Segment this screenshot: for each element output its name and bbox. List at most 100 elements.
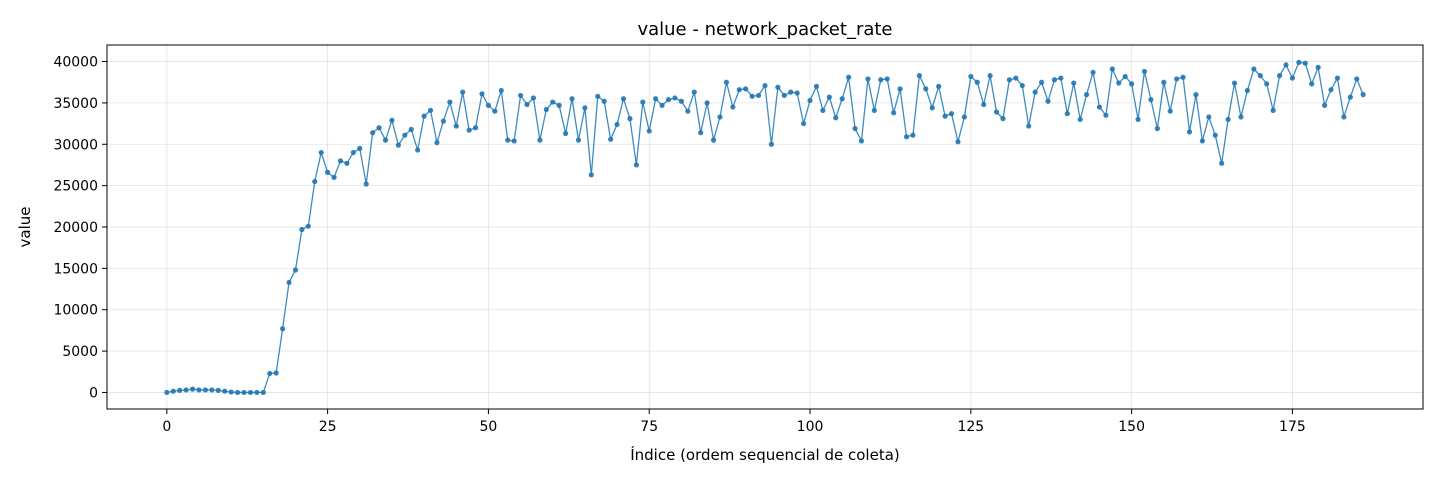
data-point	[981, 101, 987, 108]
data-point	[987, 73, 993, 79]
data-point	[286, 279, 292, 286]
data-point	[1180, 74, 1186, 80]
data-point	[691, 89, 697, 95]
data-point	[460, 89, 466, 95]
data-point	[1296, 59, 1302, 65]
data-point	[633, 162, 639, 168]
data-point	[1090, 69, 1096, 75]
data-point	[929, 105, 935, 111]
data-point	[1071, 80, 1077, 86]
data-point	[1354, 76, 1360, 82]
data-point	[318, 149, 324, 156]
data-point	[1302, 60, 1308, 66]
data-point	[183, 387, 189, 393]
data-point	[331, 174, 337, 180]
data-point	[1360, 92, 1366, 98]
data-point	[743, 86, 749, 92]
data-point	[1334, 75, 1341, 81]
data-point	[826, 94, 832, 100]
data-point	[1199, 138, 1205, 144]
data-point	[800, 120, 807, 127]
data-point	[665, 97, 672, 103]
data-point	[1328, 87, 1334, 93]
data-point	[833, 115, 839, 121]
data-point	[254, 389, 260, 396]
data-point	[916, 73, 922, 79]
data-point	[1270, 107, 1276, 113]
data-point	[627, 116, 633, 122]
data-point	[511, 138, 517, 144]
data-point	[672, 95, 678, 101]
data-point	[1315, 64, 1321, 70]
data-point	[479, 91, 485, 97]
x-tick-label: 25	[319, 419, 337, 435]
data-point	[395, 142, 401, 148]
x-tick-label: 175	[1279, 419, 1306, 435]
data-point	[402, 132, 408, 138]
data-point	[273, 370, 279, 376]
data-point	[280, 326, 286, 332]
series-line	[166, 61, 1364, 394]
data-point	[897, 86, 903, 92]
data-point	[1206, 114, 1212, 120]
data-point	[1116, 80, 1122, 86]
data-point	[846, 74, 852, 80]
data-point	[170, 388, 176, 394]
data-point	[325, 169, 331, 175]
data-point	[1167, 108, 1173, 114]
data-point	[781, 92, 787, 99]
data-point	[1032, 89, 1038, 95]
data-point	[608, 136, 614, 142]
data-point	[1341, 114, 1347, 120]
data-point	[730, 104, 736, 110]
data-point	[1212, 132, 1218, 138]
data-point	[241, 389, 247, 396]
data-point	[910, 132, 916, 138]
data-point	[357, 145, 363, 152]
data-point	[1309, 81, 1315, 87]
data-point	[524, 101, 530, 108]
data-point	[614, 121, 620, 128]
data-point	[968, 73, 974, 80]
data-point	[678, 98, 684, 104]
data-point	[1019, 82, 1025, 89]
data-point	[299, 226, 305, 233]
data-point	[1219, 160, 1225, 166]
data-point	[903, 134, 910, 140]
data-point	[1321, 102, 1328, 108]
data-points	[164, 59, 1366, 396]
data-point	[1058, 75, 1064, 81]
data-point	[852, 125, 858, 132]
data-point	[1347, 94, 1353, 100]
data-point	[788, 89, 794, 95]
data-point	[189, 386, 196, 392]
data-point	[878, 77, 884, 83]
data-point	[472, 125, 479, 131]
data-point	[234, 389, 241, 396]
data-point	[466, 127, 472, 133]
y-tick-label: 15000	[53, 261, 98, 277]
data-point	[1257, 73, 1263, 79]
grid	[107, 45, 1423, 409]
data-point	[762, 82, 768, 89]
data-point	[1193, 92, 1199, 98]
data-point	[884, 76, 890, 82]
data-point	[350, 149, 356, 156]
data-point	[453, 123, 459, 129]
x-tick-label: 50	[480, 419, 498, 435]
series-line-group	[166, 61, 1364, 394]
data-point	[723, 79, 730, 85]
data-point	[923, 86, 929, 92]
data-point	[337, 158, 344, 164]
data-point	[543, 106, 549, 113]
data-point	[974, 79, 980, 85]
data-point	[575, 137, 582, 143]
data-point	[993, 109, 1000, 115]
data-point	[1129, 81, 1135, 87]
data-point	[871, 107, 877, 113]
data-point	[498, 87, 504, 94]
data-point	[710, 137, 717, 143]
data-point	[530, 95, 537, 101]
data-point	[517, 92, 524, 99]
